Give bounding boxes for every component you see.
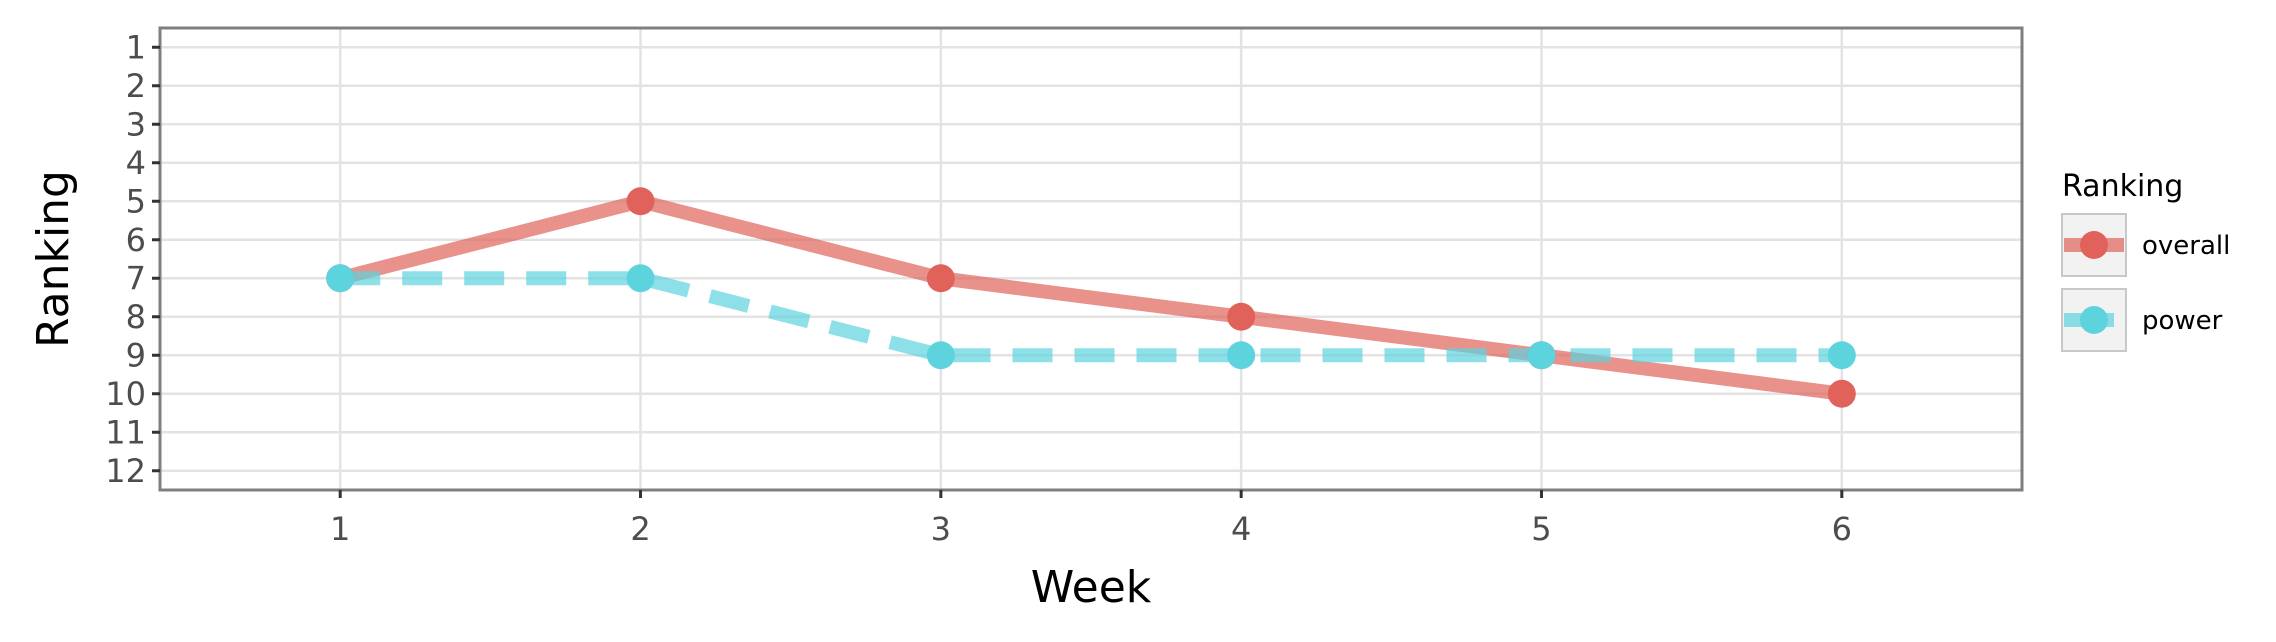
legend-label: overall (2142, 231, 2230, 261)
legend-title: Ranking (2062, 169, 2183, 204)
data-point-overall (1227, 302, 1256, 331)
data-point-overall (926, 264, 955, 293)
x-tick-label: 4 (1231, 510, 1251, 548)
series-points (326, 187, 1856, 408)
data-point-power (1827, 341, 1856, 370)
y-tick-label: 10 (105, 375, 146, 413)
series-lines (338, 194, 1843, 401)
y-tick-label: 9 (126, 336, 146, 374)
legend-label: power (2142, 306, 2223, 336)
x-tick-label: 1 (330, 510, 350, 548)
data-point-overall (626, 187, 655, 216)
x-tick-label: 3 (931, 510, 951, 548)
series-line-power (340, 271, 1842, 363)
x-axis-title: Week (1031, 562, 1152, 613)
data-point-power (926, 341, 955, 370)
x-tick-label: 6 (1832, 510, 1852, 548)
legend-key-marker (2080, 231, 2108, 259)
data-point-power (1527, 341, 1556, 370)
y-tick-label: 5 (126, 182, 146, 220)
y-tick-label: 11 (105, 413, 146, 451)
y-tick-label: 1 (126, 28, 146, 66)
x-tick-label: 5 (1531, 510, 1551, 548)
y-tick-label: 4 (126, 144, 146, 182)
y-tick-label: 12 (105, 452, 146, 490)
legend-key-marker (2080, 306, 2108, 334)
legend: Ranking overall power (2061, 169, 2230, 352)
data-point-overall (1827, 379, 1856, 408)
y-tick-label: 7 (126, 259, 146, 297)
series-layer (326, 187, 1856, 408)
legend-item-power: power (2061, 288, 2223, 352)
y-tick-label: 8 (126, 298, 146, 336)
legend-item-overall: overall (2061, 213, 2230, 277)
data-point-power (1227, 341, 1256, 370)
y-tick-label: 6 (126, 221, 146, 259)
y-tick-label: 3 (126, 105, 146, 143)
series-line-overall (338, 194, 1843, 401)
data-point-power (326, 264, 355, 293)
y-axis-title: Ranking (28, 170, 79, 348)
y-tick-label: 2 (126, 67, 146, 105)
data-point-power (626, 264, 655, 293)
x-tick-label: 2 (630, 510, 650, 548)
plot-panel-border (158, 26, 2024, 492)
